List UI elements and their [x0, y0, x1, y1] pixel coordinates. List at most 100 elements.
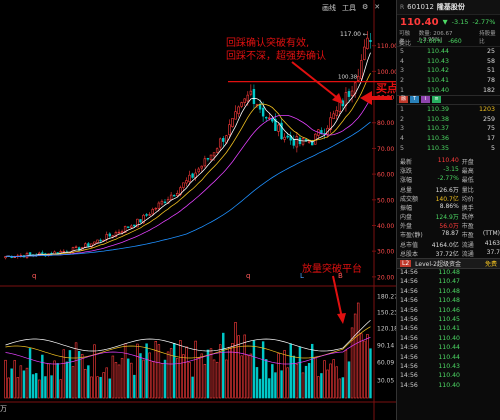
volume-bar [38, 379, 41, 399]
volume-bar [225, 359, 228, 399]
stat-label: 总量 [400, 186, 413, 194]
candle-body [163, 201, 167, 204]
info-icon[interactable]: i [421, 96, 430, 104]
volume-bar [68, 350, 72, 399]
stat-label: 总股本 [400, 250, 419, 258]
kline-chart-svg[interactable]: 110.00100.0090.0080.0070.0060.0050.0040.… [0, 0, 398, 420]
chart-icon[interactable]: T [410, 96, 419, 104]
candle-body [41, 252, 44, 254]
stat-row: 成交额 140.7亿 均价 [397, 194, 500, 203]
volume-bar [283, 350, 286, 399]
stat-value: 124.9万 [435, 214, 459, 222]
draw-line-button[interactable]: 画线 [322, 4, 336, 12]
ask-orders: 5 110.44 25 4 110.43 58 3 110.42 51 2 110.41 78 1 110… [397, 47, 500, 95]
candle-body [136, 218, 139, 228]
candle-body [218, 138, 222, 148]
volume-bar [151, 361, 154, 399]
bid-row[interactable]: 3 110.37 75 [397, 124, 500, 134]
stat-row: 市盈(静) 78.87 市盈 (TTM) [397, 230, 500, 239]
volume-bar [212, 359, 216, 399]
volume-bar [261, 341, 265, 399]
stat-value: -3.15 [443, 166, 459, 174]
settings-icon[interactable]: ⚙ [362, 3, 369, 11]
candle-body [77, 247, 81, 251]
price-axis-label: 80.00 [377, 120, 394, 127]
stat-row: 外盘 56.0万 市盈 [397, 221, 500, 230]
bid-row[interactable]: 5 110.35 5 [397, 143, 500, 153]
tick-volume [460, 354, 490, 363]
volume-unit-label: 万 [0, 405, 7, 413]
tick-time: 14:56 [400, 269, 418, 276]
ask-price: 110.43 [427, 57, 450, 65]
candle-body [142, 214, 145, 224]
tick-price: 110.48 [438, 297, 460, 305]
volume-bar [258, 378, 262, 399]
tick-price: 110.40 [438, 372, 460, 380]
ask-price: 110.42 [427, 67, 450, 75]
tick-row: 14:56 110.48 [397, 269, 500, 278]
stat-label-2: 市盈 [461, 223, 474, 231]
price-axis-label: 40.00 [377, 223, 394, 230]
tick-volume [460, 269, 490, 278]
volume-bar [166, 351, 170, 399]
candle-body [360, 60, 363, 79]
volume-bar [194, 340, 197, 399]
bid-price: 110.38 [427, 115, 450, 123]
stat-label-2: 市盈 [461, 232, 474, 240]
tools-button[interactable]: 工具 [342, 4, 356, 12]
volume-bar [320, 373, 323, 399]
stat-value: 56.0万 [439, 223, 459, 231]
price-row: 110.40 ▼ -3.15 -2.77% [397, 15, 500, 29]
bid-row[interactable]: 4 110.36 17 [397, 134, 500, 144]
bid-row[interactable]: 1 110.39 1203 [397, 105, 500, 115]
volume-bar [323, 360, 326, 399]
tick-row: 14:56 110.48 [397, 297, 500, 306]
tick-volume [460, 372, 490, 381]
list-icon[interactable]: ≡ [432, 96, 441, 104]
volume-bar [120, 358, 124, 399]
tick-list[interactable]: 14:56 110.48 14:56 110.47 14:56 110.48 14:56 11… [397, 269, 500, 391]
volume-bar [44, 376, 47, 399]
ask-level: 5 [400, 48, 405, 56]
stat-value-2: 37.7 [486, 248, 500, 256]
candle-body [172, 195, 176, 197]
volume-bar [341, 377, 345, 399]
volume-bar [22, 370, 26, 399]
candle-body [268, 117, 271, 119]
bid-level: 1 [400, 106, 405, 114]
candle-body [261, 107, 265, 117]
candle-body [169, 194, 173, 200]
stat-value-2 [480, 185, 500, 194]
stock-prefix: R [400, 3, 405, 11]
level2-bar[interactable]: L2 Level-2超级资金 免费 [397, 258, 500, 269]
candle-body [280, 122, 283, 140]
volume-bar [176, 357, 179, 399]
tick-time: 14:56 [400, 278, 418, 286]
bid-level: 2 [400, 115, 405, 123]
candle-body [335, 110, 338, 116]
kline-chart-area[interactable]: 110.00100.0090.0080.0070.0060.0050.0040.… [0, 0, 398, 420]
ask-row[interactable]: 5 110.44 25 [397, 47, 500, 57]
stat-value-2 [480, 157, 500, 166]
candle-body [366, 37, 369, 49]
price-axis-label: 60.00 [377, 172, 394, 179]
price-axis-label: 100.00 [377, 69, 396, 76]
flag-icon[interactable]: 融 [399, 96, 408, 104]
bid-row[interactable]: 2 110.38 259 [397, 115, 500, 125]
candle-body [90, 243, 93, 248]
ask-row[interactable]: 3 110.42 51 [397, 66, 500, 76]
close-icon[interactable]: ✕ [374, 3, 381, 11]
ask-row[interactable]: 4 110.43 58 [397, 57, 500, 67]
volume-bar [240, 355, 243, 399]
volume-bar [277, 353, 280, 399]
ask-row[interactable]: 2 110.41 78 [397, 76, 500, 86]
stock-code[interactable]: 601012 [407, 3, 434, 11]
tick-price: 110.43 [438, 362, 460, 370]
ask-row[interactable]: 1 110.40 182 [397, 85, 500, 95]
volume-bar [228, 346, 231, 399]
ask-level: 2 [400, 77, 405, 85]
candle-body [62, 250, 66, 253]
timeline-marker: q [32, 272, 36, 280]
bid-orders: 1 110.39 1203 2 110.38 259 3 110.37 75 4 110.36 17 5… [397, 105, 500, 153]
stock-name[interactable]: 隆基股份 [436, 3, 465, 11]
